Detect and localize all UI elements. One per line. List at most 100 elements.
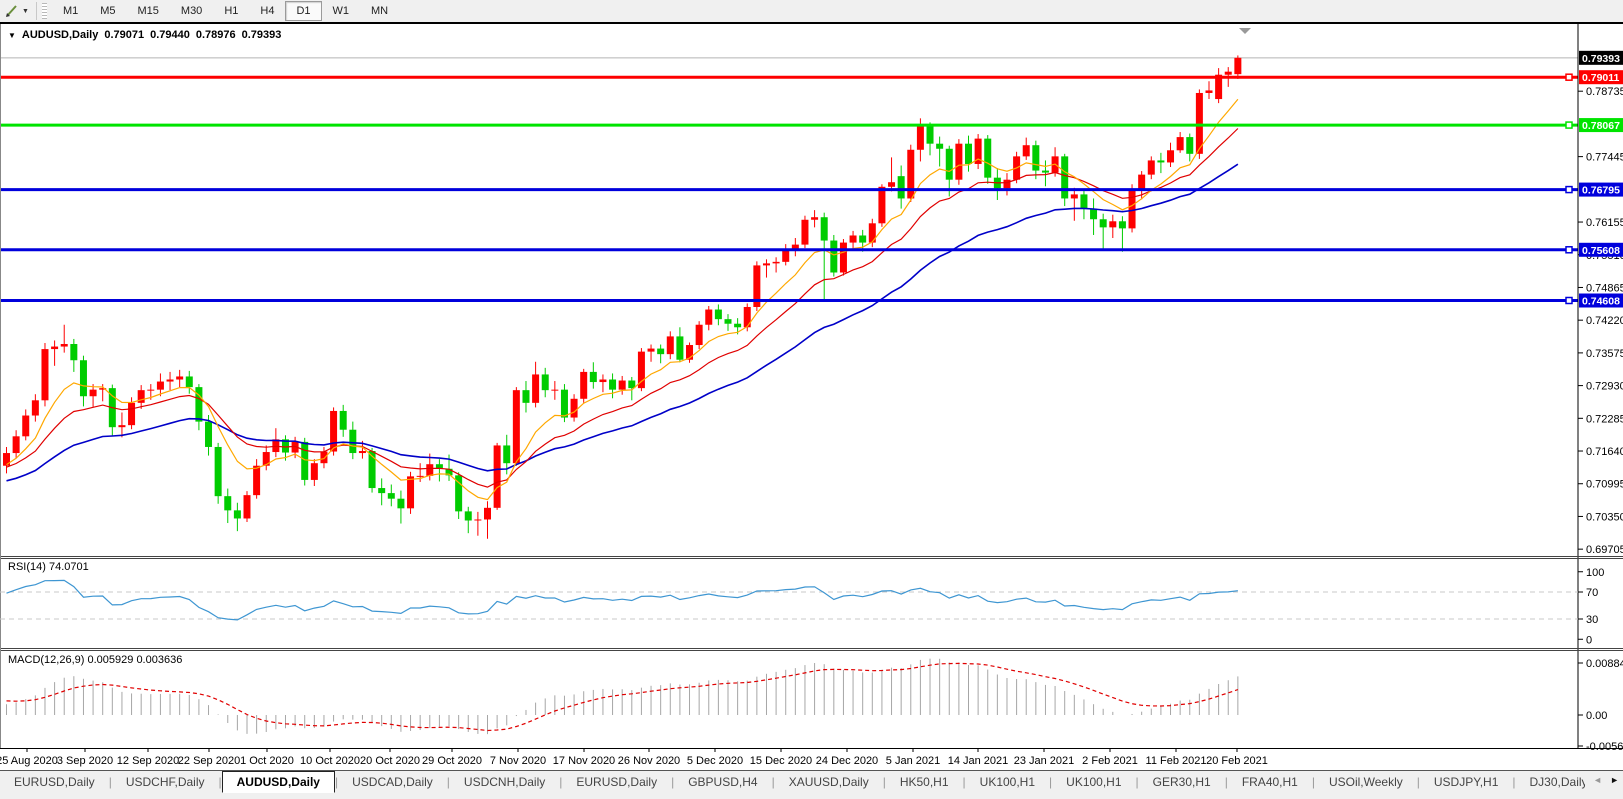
tab-HK50-H1[interactable]: HK50,H1: [899, 775, 949, 789]
rsi-tick-label: 0: [1586, 634, 1592, 646]
cursor-tool-icon[interactable]: [4, 3, 20, 19]
price-badge: [1579, 293, 1623, 308]
timeframe-button-M1[interactable]: M1: [62, 5, 79, 17]
price-badge: [1579, 182, 1623, 197]
tab-GER30-H1[interactable]: GER30,H1: [1152, 775, 1211, 789]
ma-line: [6, 163, 1239, 482]
rsi-panel[interactable]: 100 70 30 0: [0, 567, 1604, 647]
rsi-tick-label: 30: [1586, 614, 1598, 626]
tab-separator: |: [882, 775, 886, 789]
price-tick-label: 0.72285: [1586, 413, 1623, 425]
date-label: 3 Sep 2020: [57, 755, 113, 767]
date-label: 5 Dec 2020: [687, 755, 743, 767]
date-label: 10 Oct 2020: [300, 755, 360, 767]
price-tick-label: 0.70350: [1586, 511, 1623, 523]
price-badge-label: 0.79393: [1582, 53, 1620, 65]
chart-window-border: [0, 22, 1623, 24]
date-label: 5 Jan 2021: [886, 755, 940, 767]
ohlc-low: 0.78976: [195, 29, 236, 41]
date-label: 1 Oct 2020: [240, 755, 294, 767]
timeframe-button-MN[interactable]: MN: [371, 5, 389, 17]
date-label: 12 Sep 2020: [117, 755, 179, 767]
price-tick-label: 0.71640: [1586, 446, 1623, 458]
tab-GBPUSD-H4[interactable]: GBPUSD,H4: [688, 775, 758, 789]
date-label: 20 Oct 2020: [360, 755, 420, 767]
tool-dropdown-icon[interactable]: ▼: [22, 7, 29, 15]
date-label: 17 Nov 2020: [553, 755, 615, 767]
main-panel[interactable]: [0, 55, 1578, 539]
tab-USOil-Weekly[interactable]: USOil,Weekly: [1328, 775, 1403, 789]
macd-tick-label: -0.005651: [1586, 741, 1623, 753]
line-handle[interactable]: [1565, 246, 1573, 254]
timeframe-button-D1[interactable]: D1: [285, 1, 322, 21]
timeframe-button-M30[interactable]: M30: [180, 5, 203, 17]
line-handle[interactable]: [1565, 73, 1573, 81]
tab-separator: |: [1049, 775, 1053, 789]
tab-FRA40-H1[interactable]: FRA40,H1: [1241, 775, 1298, 789]
tab-AUDUSD-Daily[interactable]: AUDUSD,Daily: [221, 771, 335, 793]
tab-XAUUSD-Daily[interactable]: XAUUSD,Daily: [788, 775, 869, 789]
price-tick-label: 0.69705: [1586, 544, 1623, 556]
ma-line: [6, 98, 1239, 501]
macd-value: 0.005929: [87, 654, 134, 666]
macd-panel[interactable]: 0.00884 0.00 -0.005651: [6, 658, 1623, 753]
price-badge-label: 0.74608: [1582, 295, 1620, 307]
toolbar-grip[interactable]: [41, 3, 47, 19]
price-badge: [1579, 50, 1623, 65]
date-label: 2 Feb 2021: [1082, 755, 1138, 767]
tab-EURUSD-Daily[interactable]: EURUSD,Daily: [576, 775, 658, 789]
date-label: 20 Feb 2021: [1206, 755, 1268, 767]
chart-shift-marker[interactable]: [1239, 28, 1251, 34]
tab-separator: |: [1512, 775, 1516, 789]
tab-USDCHF-Daily[interactable]: USDCHF,Daily: [125, 775, 205, 789]
line-handle[interactable]: [1565, 296, 1573, 305]
tab-separator: |: [446, 775, 450, 789]
price-tick-label: 0.78735: [1586, 86, 1623, 98]
toolbar-separator: [35, 2, 37, 20]
tabs-scroll-right-icon[interactable]: ►: [1610, 775, 1619, 785]
date-label: 22 Sep 2020: [178, 755, 240, 767]
macd-signal-line: [6, 662, 1239, 732]
tab-separator: |: [771, 775, 775, 789]
date-label: 14 Jan 2021: [948, 755, 1009, 767]
chart-collapse-icon[interactable]: ▼: [8, 30, 16, 40]
timeframe-button-M5[interactable]: M5: [100, 5, 116, 17]
date-label: 7 Nov 2020: [490, 755, 546, 767]
chart-title: ▼ AUDUSD,Daily 0.79071 0.79440 0.78976 0…: [8, 29, 281, 41]
price-badge: [1579, 70, 1623, 85]
price-badge-label: 0.75608: [1582, 245, 1620, 257]
tab-EURUSD-Daily[interactable]: EURUSD,Daily: [14, 775, 95, 789]
price-tick-label: 0.76155: [1586, 217, 1623, 229]
rsi-value: 74.0701: [48, 561, 89, 573]
price-tick-label: 0.74865: [1586, 282, 1623, 294]
ma-line: [6, 128, 1239, 488]
date-label: 15 Dec 2020: [750, 755, 812, 767]
date-label: 23 Jan 2021: [1014, 755, 1075, 767]
tab-UK100-H1[interactable]: UK100,H1: [1066, 775, 1122, 789]
line-handle[interactable]: [1565, 185, 1573, 194]
tab-USDJPY-H1[interactable]: USDJPY,H1: [1433, 775, 1499, 789]
tab-USDCNH-Daily[interactable]: USDCNH,Daily: [463, 775, 546, 789]
price-axis[interactable]: 0.787350.774450.761550.755100.748650.742…: [1577, 24, 1623, 748]
chart-symbol: AUDUSD,Daily: [21, 29, 99, 41]
tabs-scroll-left-icon[interactable]: ◄: [1593, 775, 1603, 785]
tab-separator: |: [108, 775, 112, 789]
timeframe-button-M15[interactable]: M15: [137, 5, 159, 17]
timeframe-button-H4[interactable]: H4: [260, 5, 275, 17]
date-label: 24 Dec 2020: [816, 755, 878, 767]
tab-separator: |: [1224, 775, 1228, 789]
timeframe-button-W1[interactable]: W1: [332, 5, 350, 17]
line-handle[interactable]: [1565, 121, 1573, 129]
tab-UK100-H1[interactable]: UK100,H1: [979, 775, 1036, 789]
chart-canvas[interactable]: 0.787350.774450.761550.755100.748650.742…: [0, 0, 1623, 770]
tab-separator: |: [1135, 775, 1139, 789]
price-tick-label: 0.74220: [1586, 315, 1623, 327]
tab-DJ30-Daily[interactable]: DJ30,Daily: [1529, 775, 1586, 789]
timeframe-button-H1[interactable]: H1: [224, 5, 239, 17]
ohlc-open: 0.79071: [104, 29, 145, 41]
price-tick-label: 0.77445: [1586, 152, 1623, 164]
tab-separator: |: [1311, 775, 1315, 789]
tab-USDCAD-Daily[interactable]: USDCAD,Daily: [352, 775, 433, 789]
